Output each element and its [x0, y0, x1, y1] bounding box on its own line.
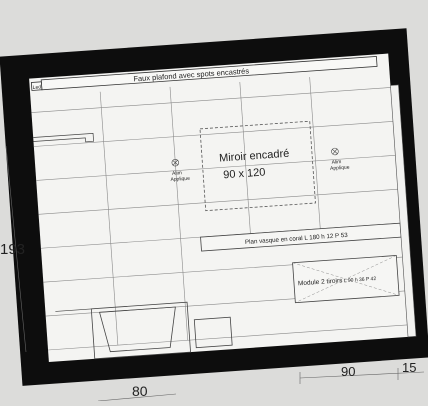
right-light-name: Alim	[331, 159, 341, 166]
mirror-size: 90 x 120	[223, 166, 266, 181]
bathtub	[90, 301, 191, 360]
module-dims: L 90 h 36 P 42	[344, 276, 377, 284]
tub-step	[55, 308, 92, 312]
wall-niche	[33, 132, 94, 143]
wall-elevation: Faux plafond avec spots encastrés Led Mi…	[0, 28, 428, 386]
floor-block	[193, 316, 233, 349]
dimension-height-value: 193	[0, 241, 25, 258]
left-wall-light: Alim Applique	[170, 158, 190, 183]
drawer-module: Module 2 tiroirs L 90 h 36 P 42	[292, 255, 400, 304]
led-box	[30, 81, 43, 91]
tile-grid	[31, 77, 408, 351]
left-light-name: Alim	[172, 170, 182, 177]
wall-face	[29, 53, 409, 362]
mirror-title: Miroir encadré	[219, 148, 290, 165]
dimension-bottom-left: 80	[97, 383, 177, 402]
module-label: Module 2 tiroirs	[298, 277, 344, 287]
dimension-bottom-right-small-value: 15	[402, 360, 416, 375]
right-light-type: Applique	[330, 165, 350, 172]
led-label: Led	[33, 84, 42, 91]
light-symbol-icon	[331, 147, 339, 156]
mirror-outline	[199, 120, 316, 212]
dimension-height: 193	[0, 145, 27, 353]
dimension-bottom-left-value: 80	[132, 383, 148, 399]
dimension-bottom-right: 90 15	[299, 360, 425, 384]
door-profile	[390, 84, 417, 338]
left-light-type: Applique	[170, 176, 190, 183]
light-symbol-icon	[171, 158, 179, 167]
dimension-bottom-right-value: 90	[341, 364, 355, 379]
right-wall-light: Alim Applique	[330, 147, 350, 172]
